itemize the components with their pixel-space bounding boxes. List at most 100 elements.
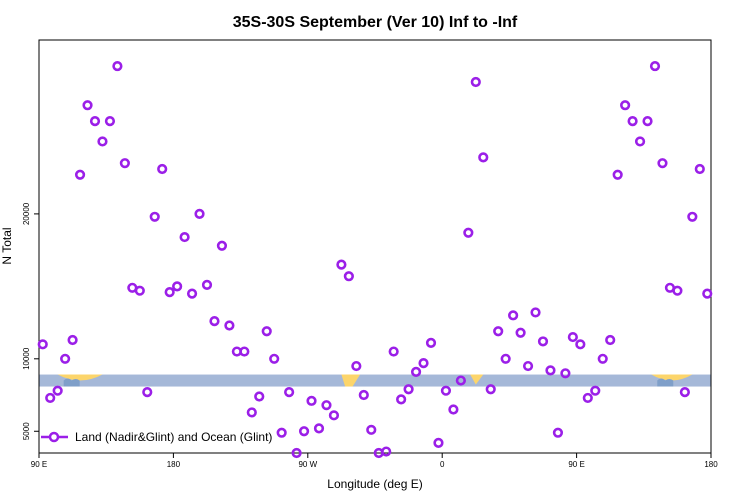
data-point [388, 346, 399, 357]
x-tick-label: 180 [704, 460, 718, 469]
data-point [313, 423, 325, 434]
data-point [702, 288, 713, 299]
data-point [620, 100, 631, 111]
land-patch-africa [470, 374, 484, 385]
data-point [224, 320, 235, 331]
data-point [67, 334, 78, 346]
y-axis: 5000 10000 20000 [22, 202, 39, 440]
data-point [261, 326, 272, 337]
data-point [455, 375, 466, 386]
data-point [246, 407, 257, 418]
data-point [567, 331, 578, 343]
data-point [433, 437, 444, 448]
data-point [679, 387, 690, 398]
x-tick-label: 180 [167, 460, 181, 469]
data-point [254, 391, 265, 402]
data-point [134, 285, 145, 296]
data-point [687, 211, 698, 222]
data-point [179, 231, 190, 243]
land-shading [63, 378, 80, 387]
data-point [575, 339, 586, 350]
x-axis: 90 E 180 90 W 0 90 E 180 [31, 453, 718, 469]
data-point [612, 169, 623, 180]
data-point [605, 334, 616, 346]
data-point [440, 385, 452, 396]
data-point [201, 279, 213, 291]
data-point [537, 336, 549, 347]
data-point [366, 424, 377, 435]
data-point [396, 394, 407, 405]
data-point [209, 316, 220, 327]
land-shading [657, 378, 674, 387]
data-point [627, 116, 638, 127]
data-point [672, 285, 683, 296]
data-point [657, 158, 668, 169]
data-point [74, 169, 86, 180]
data-point [276, 427, 287, 438]
data-point [493, 326, 504, 337]
data-point [448, 404, 459, 415]
y-tick-label: 5000 [22, 422, 31, 440]
data-point [500, 353, 511, 364]
data-point [642, 116, 653, 127]
data-point [351, 360, 362, 372]
data-point [343, 271, 354, 282]
x-tick-label: 90 W [298, 460, 317, 469]
land-patch-south-america [341, 374, 361, 387]
data-point [328, 410, 340, 421]
ocean-band [39, 374, 711, 387]
data-point [291, 447, 302, 459]
data-point [142, 387, 153, 398]
data-point [515, 327, 526, 338]
data-points [37, 60, 713, 459]
data-point [60, 353, 71, 364]
data-point [463, 227, 474, 238]
x-tick-label: 90 E [31, 460, 47, 469]
legend-marker [48, 431, 60, 443]
data-point [582, 392, 593, 404]
x-tick-label: 90 E [568, 460, 584, 469]
data-point [545, 365, 556, 376]
x-tick-label: 0 [440, 460, 445, 469]
data-point [216, 240, 228, 251]
data-point [485, 384, 496, 395]
data-point [321, 400, 332, 411]
data-point [82, 100, 93, 111]
data-point [634, 136, 646, 147]
data-point [410, 366, 422, 377]
chart-title: 35S-30S September (Ver 10) Inf to -Inf [233, 14, 518, 31]
data-point [470, 76, 481, 88]
data-point [381, 446, 392, 457]
data-point [112, 60, 123, 72]
data-point [597, 353, 608, 364]
data-point [284, 387, 295, 398]
data-point [530, 307, 541, 318]
data-point [194, 208, 205, 219]
data-point [306, 395, 317, 406]
data-point [590, 385, 601, 396]
plot-frame [38, 39, 712, 454]
data-point [239, 346, 250, 357]
data-point [119, 158, 130, 169]
data-point [522, 360, 534, 372]
data-point [552, 427, 564, 438]
data-point [104, 116, 116, 127]
y-axis-label: N Total [0, 227, 14, 264]
data-point [164, 287, 175, 298]
data-point [89, 116, 101, 127]
data-point [45, 392, 56, 404]
data-point [403, 384, 414, 395]
data-point [649, 60, 661, 72]
data-point [157, 163, 168, 175]
legend: Land (Nadir&Glint) and Ocean (Glint) [41, 430, 272, 444]
data-point [358, 389, 369, 401]
data-point [418, 358, 429, 369]
y-tick-label: 10000 [22, 347, 31, 370]
data-point [52, 385, 63, 396]
legend-label: Land (Nadir&Glint) and Ocean (Glint) [75, 430, 272, 444]
data-point [186, 288, 198, 299]
data-point [336, 259, 347, 270]
data-point [269, 353, 280, 364]
data-point [149, 211, 160, 222]
